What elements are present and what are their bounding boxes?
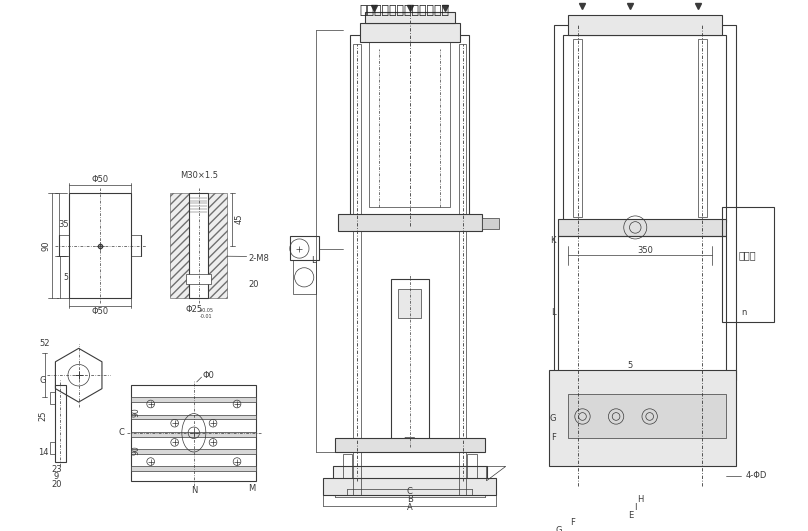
Text: 52: 52	[40, 339, 50, 348]
Bar	[132, 385, 256, 481]
Text: 350: 350	[637, 246, 653, 255]
Bar	[132, 415, 256, 419]
Text: 20: 20	[249, 279, 259, 288]
Text: +0.05
-0.01: +0.05 -0.01	[199, 309, 214, 319]
Text: L: L	[551, 309, 556, 318]
Bar	[722, 207, 774, 322]
Text: 14: 14	[38, 448, 48, 457]
Polygon shape	[56, 348, 102, 402]
Bar	[333, 466, 486, 495]
Text: M: M	[248, 484, 255, 493]
Text: N: N	[191, 486, 197, 495]
Text: F: F	[551, 433, 556, 442]
Text: 23: 23	[51, 465, 62, 474]
Bar	[323, 478, 496, 495]
Text: 小型四柱氣液增壓機設計圖: 小型四柱氣液增壓機設計圖	[359, 4, 449, 17]
Bar	[563, 35, 726, 221]
Bar	[398, 289, 421, 318]
Bar	[335, 438, 485, 452]
Bar	[568, 15, 722, 35]
Text: 5: 5	[628, 361, 633, 370]
Text: Φ50: Φ50	[91, 175, 108, 184]
Bar	[132, 432, 256, 436]
Text: 4-ΦD: 4-ΦD	[746, 472, 767, 481]
Text: A: A	[407, 503, 413, 512]
Bar	[292, 260, 316, 294]
Bar	[50, 392, 55, 404]
Bar	[697, 39, 707, 217]
Text: 45: 45	[234, 213, 243, 224]
Bar	[364, 12, 455, 23]
Text: 90: 90	[41, 241, 51, 251]
Bar	[132, 449, 256, 454]
Text: Φ50: Φ50	[91, 307, 108, 316]
Bar	[558, 219, 726, 236]
Text: 電控筱: 電控筱	[739, 250, 756, 260]
Text: 20: 20	[52, 480, 62, 489]
Bar	[568, 395, 726, 438]
Polygon shape	[405, 438, 415, 450]
Bar	[132, 466, 256, 471]
Text: M30×1.5: M30×1.5	[179, 171, 217, 180]
Text: C: C	[119, 429, 124, 438]
Bar	[558, 236, 726, 380]
Bar	[69, 193, 132, 298]
Text: G: G	[549, 414, 556, 423]
Text: Φ25: Φ25	[185, 305, 203, 314]
Bar	[50, 442, 55, 454]
Bar	[186, 275, 211, 284]
Bar	[170, 193, 227, 298]
Bar	[353, 44, 361, 495]
Bar	[343, 454, 352, 478]
Text: 25: 25	[39, 410, 48, 421]
Text: 9: 9	[54, 473, 59, 482]
Text: F: F	[570, 518, 575, 527]
Bar	[573, 39, 583, 217]
Text: G: G	[555, 526, 562, 531]
Bar	[369, 39, 450, 207]
Text: Φ0: Φ0	[202, 371, 214, 380]
Text: 5: 5	[64, 273, 69, 282]
Text: 90: 90	[132, 407, 141, 416]
Bar	[482, 218, 499, 229]
Text: C: C	[406, 487, 413, 496]
Text: L: L	[311, 255, 316, 264]
Bar	[189, 193, 208, 298]
Text: H: H	[637, 495, 643, 504]
Text: 90: 90	[132, 445, 141, 455]
Bar	[338, 214, 482, 232]
Text: K: K	[550, 236, 556, 245]
Text: 2-M8: 2-M8	[249, 254, 269, 263]
Text: I: I	[634, 503, 637, 512]
Bar	[350, 35, 469, 217]
Text: 35: 35	[58, 220, 69, 229]
Bar	[467, 454, 477, 478]
Bar	[55, 385, 66, 461]
Bar	[360, 23, 460, 42]
Bar	[132, 397, 256, 402]
Bar	[390, 279, 429, 442]
Bar	[290, 236, 318, 260]
Text: B: B	[406, 494, 413, 503]
Bar	[459, 44, 466, 495]
Bar	[549, 371, 736, 466]
Text: n: n	[741, 309, 747, 318]
Text: E: E	[628, 511, 633, 520]
Text: G: G	[40, 376, 46, 386]
Bar	[553, 25, 736, 380]
